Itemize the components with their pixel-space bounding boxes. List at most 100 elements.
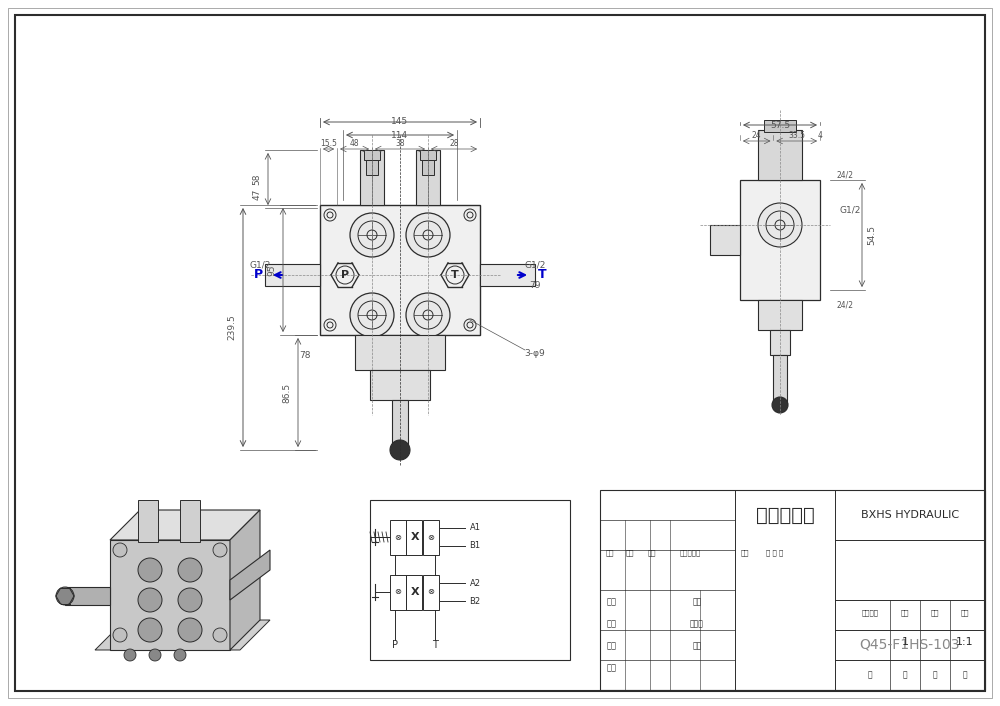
Text: T: T [432, 640, 438, 650]
Polygon shape [230, 550, 270, 600]
Text: B1: B1 [469, 542, 481, 551]
Text: 145: 145 [391, 117, 409, 126]
Polygon shape [110, 510, 260, 540]
Text: B2: B2 [469, 597, 481, 606]
Circle shape [174, 649, 186, 661]
Text: 比例: 比例 [961, 610, 969, 616]
Text: 审核: 审核 [607, 664, 617, 673]
Circle shape [113, 543, 127, 557]
Bar [710, 225, 740, 255]
Bar [370, 500, 570, 660]
Bar [758, 300, 802, 330]
Circle shape [113, 628, 127, 642]
Bar [364, 150, 380, 160]
Text: 114: 114 [391, 131, 409, 140]
Circle shape [56, 587, 74, 605]
Text: 更改文件号: 更改文件号 [679, 550, 701, 556]
Text: 3-φ9: 3-φ9 [525, 349, 545, 357]
Circle shape [178, 558, 202, 582]
Bar [422, 160, 434, 175]
Text: 制图: 制图 [607, 619, 617, 628]
Text: 86.5: 86.5 [283, 383, 292, 402]
Text: P: P [392, 640, 398, 650]
Text: 共: 共 [868, 671, 872, 679]
Bar [392, 400, 408, 450]
Circle shape [178, 588, 202, 612]
Bar [773, 355, 787, 405]
Circle shape [138, 558, 162, 582]
Text: 标准化: 标准化 [690, 619, 704, 628]
Text: 15.5: 15.5 [320, 140, 337, 148]
Text: 1: 1 [902, 637, 908, 647]
Circle shape [406, 213, 450, 257]
Bar [600, 490, 985, 690]
Bar [355, 335, 445, 370]
Text: 78: 78 [299, 350, 311, 359]
Bar [366, 160, 378, 175]
Circle shape [758, 203, 802, 247]
Text: 数量: 数量 [901, 610, 909, 616]
Text: 签名: 签名 [741, 550, 749, 556]
Circle shape [178, 618, 202, 642]
Bar [758, 130, 802, 180]
Text: 处数: 处数 [626, 550, 634, 556]
Text: 24: 24 [752, 131, 762, 140]
Circle shape [350, 293, 394, 337]
Circle shape [406, 293, 450, 337]
Text: 54.5: 54.5 [868, 225, 876, 245]
Text: X: X [411, 532, 419, 542]
Text: BXHS HYDRAULIC: BXHS HYDRAULIC [861, 510, 959, 520]
Text: ⊗: ⊗ [394, 532, 402, 542]
Bar [406, 575, 422, 610]
Circle shape [138, 618, 162, 642]
Bar [138, 500, 158, 542]
Bar [416, 150, 440, 205]
Bar [764, 120, 796, 132]
Bar [265, 264, 320, 286]
Text: T: T [538, 268, 546, 282]
Circle shape [350, 213, 394, 257]
Bar [390, 520, 406, 555]
Text: 使用: 使用 [607, 642, 617, 650]
Bar [420, 150, 436, 160]
Circle shape [138, 588, 162, 612]
Text: 57.5: 57.5 [770, 121, 790, 129]
Text: 张: 张 [903, 671, 907, 679]
Text: 数量: 数量 [692, 642, 702, 650]
Text: 47: 47 [252, 189, 262, 200]
Text: 标记: 标记 [606, 550, 614, 556]
Circle shape [124, 649, 136, 661]
Text: 审阅标记: 审阅标记 [862, 610, 879, 616]
Text: P: P [341, 270, 349, 280]
Bar [740, 180, 820, 300]
Text: Q45-F1HS-103: Q45-F1HS-103 [860, 638, 960, 652]
Text: 48: 48 [350, 140, 359, 148]
Circle shape [149, 649, 161, 661]
Bar [480, 264, 535, 286]
Text: 79: 79 [529, 280, 541, 289]
Polygon shape [65, 587, 110, 605]
Circle shape [213, 628, 227, 642]
Text: 第: 第 [933, 671, 937, 679]
Text: 1:1: 1:1 [956, 637, 974, 647]
Text: ⊗: ⊗ [428, 532, 434, 542]
Text: 工艺: 工艺 [692, 597, 702, 606]
Text: 分区: 分区 [648, 550, 656, 556]
Text: G1/2: G1/2 [839, 205, 861, 215]
Text: 95: 95 [268, 264, 276, 276]
Text: 外观连接图: 外观连接图 [756, 505, 814, 525]
Bar [360, 150, 384, 205]
Text: 239.5: 239.5 [228, 315, 237, 340]
Bar [370, 370, 430, 400]
Text: 33.5: 33.5 [788, 131, 805, 140]
Bar [320, 205, 480, 335]
Bar [770, 330, 790, 355]
Circle shape [772, 397, 788, 413]
Text: 24/2: 24/2 [836, 301, 854, 309]
Bar [423, 575, 439, 610]
Polygon shape [110, 540, 230, 650]
Text: P: P [253, 268, 263, 282]
Bar [406, 520, 422, 555]
Text: ⊗: ⊗ [394, 587, 402, 597]
Text: 年 月 日: 年 月 日 [766, 550, 784, 556]
